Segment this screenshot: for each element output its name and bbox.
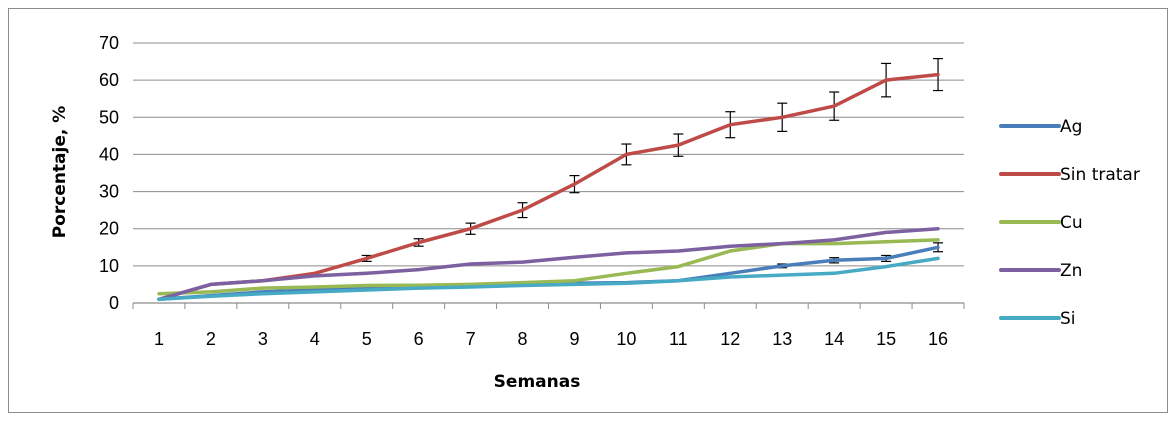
- y-axis-title: Porcentaje, %: [50, 106, 70, 239]
- x-axis-title: Semanas: [494, 372, 581, 392]
- x-tick-label: 14: [824, 329, 844, 349]
- x-tick-label: 12: [720, 329, 740, 349]
- legend-item: Zn: [999, 261, 1082, 281]
- x-tick-label: 11: [669, 329, 688, 349]
- x-tick-label: 13: [772, 329, 792, 349]
- chart-frame: [8, 8, 1168, 413]
- x-tick-label: 8: [518, 329, 528, 349]
- x-tick-label: 15: [876, 329, 896, 349]
- x-tick-label: 4: [310, 329, 320, 349]
- x-tick-label: 6: [414, 329, 424, 349]
- x-tick-label: 2: [206, 329, 216, 349]
- y-tick-label: 30: [99, 182, 119, 202]
- series-line-cu: [157, 238, 940, 296]
- series-line-si: [157, 256, 940, 302]
- series-line-zn: [157, 226, 940, 302]
- x-tick-label: 1: [154, 329, 164, 349]
- legend-item: Ag: [999, 117, 1082, 137]
- axes: [132, 302, 965, 309]
- x-tick-label: 3: [258, 329, 268, 349]
- legend-item: Sin tratar: [999, 165, 1140, 185]
- y-tick-label: 60: [99, 70, 119, 90]
- y-tick-label: 70: [99, 33, 119, 53]
- x-tick-label: 5: [362, 329, 372, 349]
- gridlines: [133, 42, 964, 267]
- legend-item: Si: [999, 309, 1076, 329]
- y-tick-label: 0: [109, 293, 119, 313]
- legend-label: Ag: [1060, 117, 1082, 137]
- x-tick-label: 10: [616, 329, 636, 349]
- y-tick-label: 40: [99, 144, 119, 164]
- x-tick-label: 16: [928, 329, 948, 349]
- x-tick-label: 9: [569, 329, 579, 349]
- legend: Ag Sin tratar Cu Zn Si: [999, 117, 1140, 329]
- legend-item: Cu: [999, 213, 1083, 233]
- y-tick-label: 10: [99, 256, 119, 276]
- legend-label: Si: [1060, 309, 1076, 329]
- x-tick-label: 7: [466, 329, 476, 349]
- y-tick-label: 50: [99, 107, 119, 127]
- y-tick-label: 20: [99, 219, 119, 239]
- legend-label: Sin tratar: [1060, 165, 1140, 185]
- series-lines: [157, 72, 940, 302]
- legend-label: Zn: [1060, 261, 1082, 281]
- legend-label: Cu: [1060, 213, 1083, 233]
